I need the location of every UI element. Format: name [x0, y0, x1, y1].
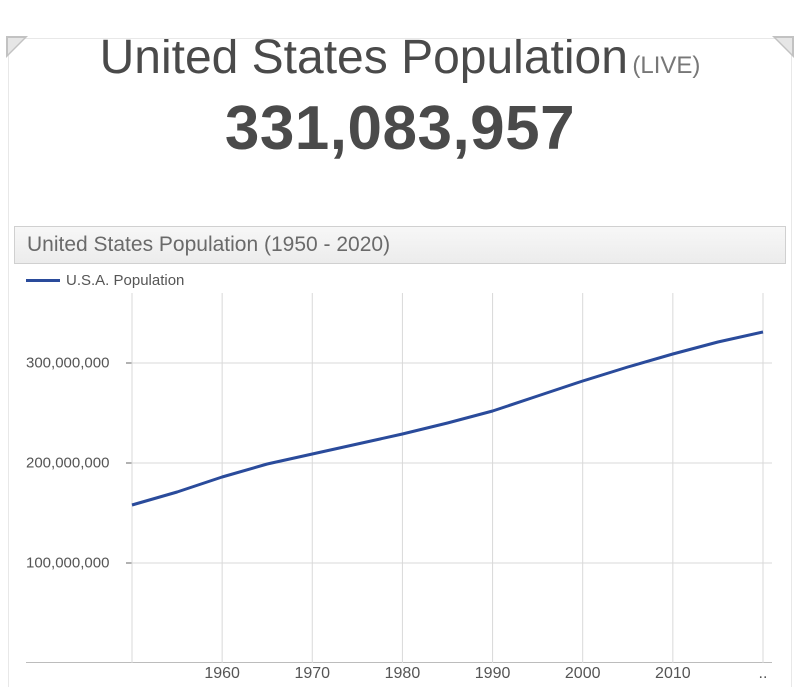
x-axis-label: 2010	[655, 665, 691, 683]
x-axis-label: 2000	[565, 665, 601, 683]
x-axis-label: 1990	[475, 665, 511, 683]
y-axis-label: 300,000,000	[26, 355, 109, 372]
x-axis-label: 1980	[385, 665, 421, 683]
y-axis-label: 100,000,000	[26, 555, 109, 572]
x-axis-label: ..	[759, 665, 768, 683]
x-axis-label: 1970	[294, 665, 330, 683]
chart-svg	[26, 293, 772, 663]
y-axis-label: 200,000,000	[26, 455, 109, 472]
series-line	[132, 332, 763, 505]
x-axis-label: 1960	[204, 665, 240, 683]
chart-plot-area: 100,000,000200,000,000300,000,0001960197…	[26, 293, 772, 663]
